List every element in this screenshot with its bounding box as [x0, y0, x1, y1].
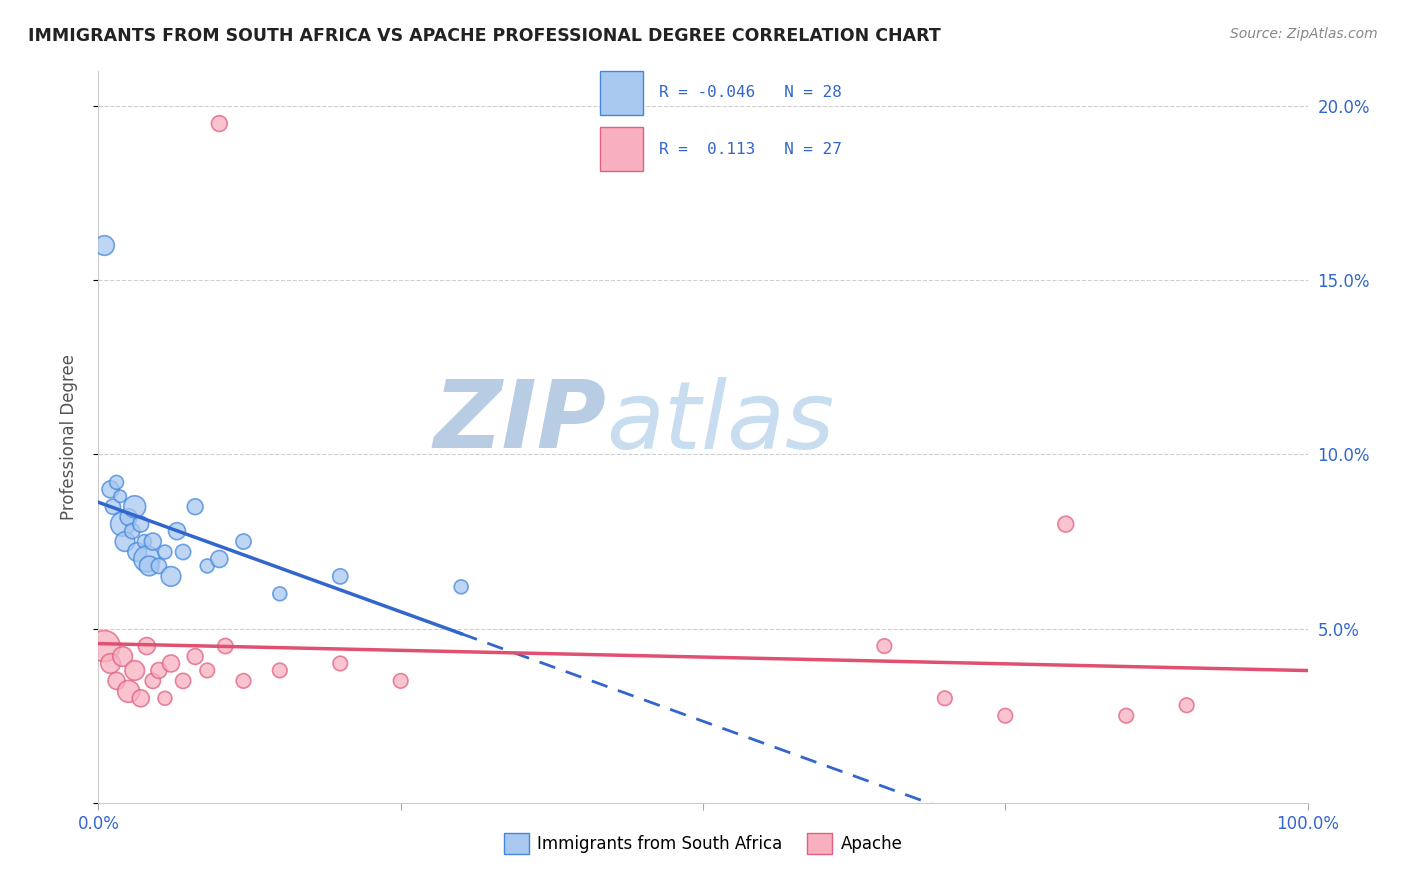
- Point: [1054, 517, 1077, 532]
- Point: [160, 569, 183, 583]
- Text: R = -0.046   N = 28: R = -0.046 N = 28: [658, 85, 841, 100]
- Point: [101, 500, 124, 514]
- Point: [135, 639, 157, 653]
- Point: [329, 657, 352, 671]
- Text: Source: ZipAtlas.com: Source: ZipAtlas.com: [1230, 27, 1378, 41]
- Point: [100, 483, 122, 497]
- Point: [153, 691, 176, 706]
- Y-axis label: Professional Degree: Professional Degree: [59, 354, 77, 520]
- Point: [172, 545, 194, 559]
- Point: [450, 580, 472, 594]
- Point: [232, 534, 254, 549]
- Point: [142, 534, 165, 549]
- Point: [208, 552, 231, 566]
- Point: [1175, 698, 1198, 713]
- Point: [214, 639, 236, 653]
- Point: [129, 517, 152, 532]
- Point: [124, 664, 146, 678]
- Point: [389, 673, 412, 688]
- Point: [172, 673, 194, 688]
- Point: [93, 238, 115, 252]
- Point: [1115, 708, 1137, 723]
- Bar: [600, 128, 643, 171]
- Point: [994, 708, 1017, 723]
- Point: [329, 569, 352, 583]
- Point: [232, 673, 254, 688]
- Point: [135, 552, 157, 566]
- Point: [195, 558, 218, 573]
- Point: [108, 489, 131, 503]
- Text: atlas: atlas: [606, 377, 835, 468]
- Bar: [600, 70, 643, 114]
- Point: [153, 545, 176, 559]
- Point: [195, 664, 218, 678]
- Point: [100, 657, 122, 671]
- Point: [127, 545, 149, 559]
- Point: [208, 117, 231, 131]
- Legend: Immigrants from South Africa, Apache: Immigrants from South Africa, Apache: [496, 827, 910, 860]
- Point: [105, 673, 128, 688]
- Point: [129, 691, 152, 706]
- Point: [184, 500, 207, 514]
- Point: [160, 657, 183, 671]
- Text: R =  0.113   N = 27: R = 0.113 N = 27: [658, 142, 841, 157]
- Point: [138, 558, 160, 573]
- Point: [118, 510, 141, 524]
- Point: [934, 691, 956, 706]
- Point: [93, 639, 115, 653]
- Point: [118, 684, 141, 698]
- Point: [134, 534, 156, 549]
- Point: [114, 534, 136, 549]
- Text: ZIP: ZIP: [433, 376, 606, 468]
- Point: [166, 524, 188, 538]
- Point: [148, 664, 170, 678]
- Text: IMMIGRANTS FROM SOUTH AFRICA VS APACHE PROFESSIONAL DEGREE CORRELATION CHART: IMMIGRANTS FROM SOUTH AFRICA VS APACHE P…: [28, 27, 941, 45]
- Point: [184, 649, 207, 664]
- Point: [121, 524, 143, 538]
- Point: [269, 664, 291, 678]
- Point: [142, 673, 165, 688]
- Point: [111, 649, 134, 664]
- Point: [111, 517, 134, 532]
- Point: [148, 558, 170, 573]
- Point: [269, 587, 291, 601]
- Point: [105, 475, 128, 490]
- Point: [124, 500, 146, 514]
- Point: [873, 639, 896, 653]
